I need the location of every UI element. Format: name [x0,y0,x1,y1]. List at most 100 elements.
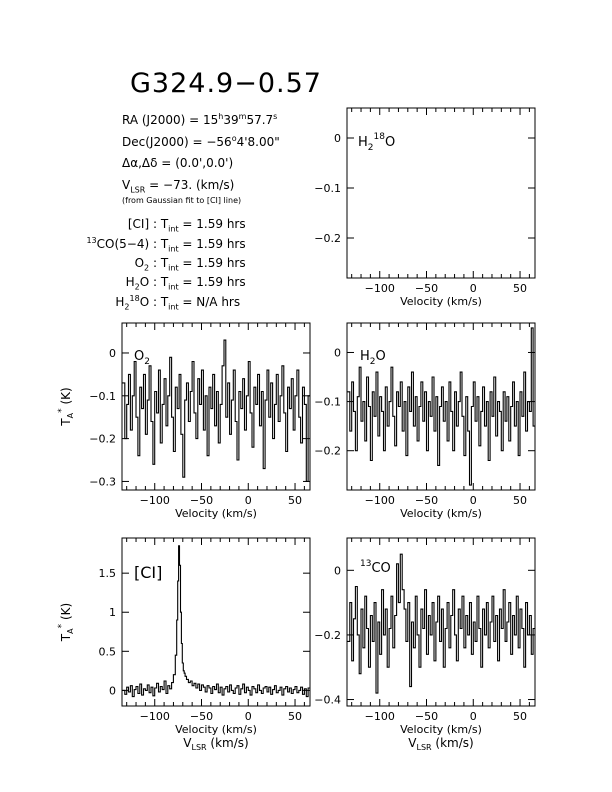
offset-label: Δα,Δδ = [122,156,172,170]
plot-frame [121,322,311,491]
x-axis-title-vlsr: VLSR (km/s) [183,736,248,752]
tint-row: H218O : Tint = N/A hrs [80,294,240,311]
species-label: H2O : [125,275,157,292]
x-axis-title: Velocity (km/s) [175,507,257,520]
y-tick-label: 0 [334,346,341,359]
x-tick-label: −50 [415,494,438,507]
spectrum-line [347,553,535,694]
panel-ci: −100 −50 0 50 0 0.5 1 1.5 [CI] Velocity (km/s)VLS… [57,537,311,752]
tint-label: Tint = [157,275,197,292]
species-panel-label: [CI] [134,563,162,582]
x-axis-title: Velocity (km/s) [400,295,482,308]
x-tick-label: 50 [513,710,527,723]
dec-degrees: −56 [206,135,232,149]
tint-row: H2O : Tint = 1.59 hrs [80,275,246,292]
panel-o2: −100 −50 0 50 0 −0.1 −0.2 −0.3 O2 Velocity (km/s)… [57,322,311,520]
x-tick-label: 0 [245,494,252,507]
ra-label: RA (J2000) = [122,113,200,127]
vlsr-line: VLSR = −73. (km/s) [122,178,234,194]
x-tick-label: −100 [140,710,170,723]
dec-rest: 4'8.00" [236,135,280,149]
tint-value: 1.59 hrs [196,237,246,251]
x-tick-label: −50 [415,710,438,723]
species-label: H218O : [115,294,157,312]
species-label: 13CO(5−4) : [86,236,157,251]
dec-line: Dec(J2000) = −56o4'8.00" [122,134,280,149]
tint-label: Tint = [157,237,197,254]
vlsr-sub: LSR [130,185,146,195]
x-axis-title: Velocity (km/s) [175,723,257,736]
y-tick-label: −0.3 [89,475,116,488]
vlsr-value: = −73. (km/s) [149,178,235,192]
tint-value: N/A hrs [196,295,241,309]
x-tick-label: 0 [470,494,477,507]
y-tick-label: −0.1 [89,390,116,403]
page-title: G324.9−0.57 [130,68,322,99]
tint-label: Tint = [157,256,197,273]
species-panel-label: O2 [134,349,150,367]
x-tick-label: −100 [140,494,170,507]
ra-hours: 15 [203,113,219,127]
vlsr-label: V [122,178,131,192]
dec-label: Dec(J2000) = [122,135,203,149]
x-tick-label: −100 [365,282,395,295]
x-tick-label: 50 [513,282,527,295]
panel-co13: −100 −50 0 50 0 −0.2 −0.4 13CO Velocity (km/s)VL… [314,537,536,752]
x-tick-label: 0 [470,710,477,723]
y-tick-label: −0.2 [314,629,341,642]
tint-row: O2 : Tint = 1.59 hrs [80,256,246,273]
x-axis-title: Velocity (km/s) [400,507,482,520]
tint-row: 13CO(5−4) : Tint = 1.59 hrs [80,236,245,254]
species-label: [CI] : [127,217,157,231]
tint-label: Tint = [157,295,197,312]
spectrum-line [347,327,535,486]
y-tick-label: 0.5 [99,645,117,658]
x-tick-label: 50 [288,494,302,507]
y-tick-label: 0 [109,684,116,697]
spectrum-line [122,339,310,482]
offset-line: Δα,Δδ = (0.0',0.0') [122,156,233,170]
ra-minutes: 39 [223,113,239,127]
plot-frame [121,537,311,707]
x-tick-label: 50 [513,494,527,507]
y-tick-label: 0 [109,347,116,360]
x-tick-label: 0 [470,282,477,295]
y-tick-label: −0.1 [314,396,341,409]
plot-frame [346,537,536,707]
y-tick-label: 1 [109,606,116,619]
species-panel-label: H2O [360,349,386,367]
species-panel-label: H218O [358,132,395,153]
panel-h218o: −100 −50 0 50 0 −0.1 −0.2 H218O Velocity (km/s) [314,107,536,308]
ra-seconds: 57.7 [246,113,274,127]
y-tick-label: 0 [334,132,341,145]
ra-line: RA (J2000) = 15h39m57.7s [122,112,278,127]
y-tick-label: −0.4 [314,694,341,707]
x-tick-label: 0 [245,710,252,723]
offset-value: (0.0',0.0') [175,156,234,170]
tint-value: 1.59 hrs [196,256,246,270]
tint-value: 1.59 hrs [196,275,246,289]
tint-value: 1.59 hrs [196,217,246,231]
spectrum-line [122,545,310,698]
species-panel-label: 13CO [360,559,391,576]
x-tick-label: −100 [365,710,395,723]
tint-row: [CI] : Tint = 1.59 hrs [80,217,246,234]
panel-h2o: −100 −50 0 50 0 −0.1 −0.2 H2O Velocity (km/s) [314,322,536,520]
plot-frame [346,107,536,279]
x-tick-label: −50 [190,494,213,507]
x-tick-label: −50 [190,710,213,723]
y-axis-title: TA* (K) [57,603,75,642]
x-tick-label: −50 [415,282,438,295]
species-label: O2 : [134,256,157,273]
vlsr-note: (from Gaussian fit to [CI] line) [122,196,242,205]
y-tick-label: 1.5 [99,567,117,580]
y-tick-label: 0 [334,564,341,577]
tint-label: Tint = [157,217,197,234]
x-tick-label: 50 [288,710,302,723]
y-axis-title: TA* (K) [57,387,75,426]
x-tick-label: −100 [365,494,395,507]
y-tick-label: −0.2 [314,232,341,245]
x-axis-title-vlsr: VLSR (km/s) [408,736,473,752]
y-tick-label: −0.2 [314,445,341,458]
